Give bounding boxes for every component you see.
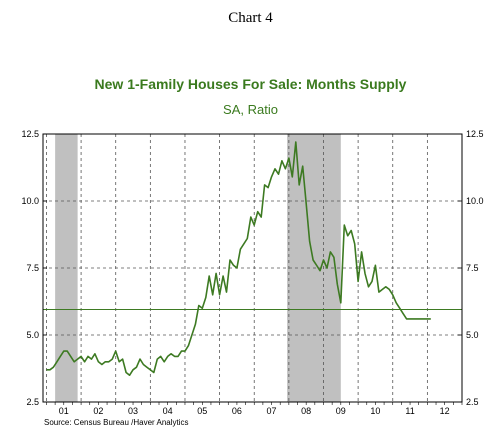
chart-subtitle: SA, Ratio [223,102,278,117]
x-tick-label-01: 01 [59,406,69,416]
y-tick-label-right-7.5: 7.5 [466,263,479,273]
series-line [46,141,431,377]
x-tick-label-04: 04 [163,406,173,416]
x-tick-label-11: 11 [405,406,414,416]
plot-frame [42,133,463,403]
y-tick-label-left-7.5: 7.5 [26,263,39,273]
x-tick-label-03: 03 [128,406,138,416]
x-tick-label-06: 06 [232,406,242,416]
x-tick-label-10: 10 [370,406,380,416]
y-tick-label-right-5.0: 5.0 [466,330,479,340]
y-tick-label-right-12.5: 12.5 [466,129,484,139]
x-tick-label-12: 12 [440,406,450,416]
page-heading: Chart 4 [228,10,273,26]
y-tick-label-left-12.5: 12.5 [21,129,39,139]
x-tick-label-08: 08 [301,406,311,416]
x-tick-label-02: 02 [93,406,103,416]
source-note: Source: Census Bureau /Haver Analytics [44,418,189,427]
x-tick-label-07: 07 [267,406,277,416]
chart-title: New 1-Family Houses For Sale: Months Sup… [94,76,407,92]
y-tick-label-left-2.5: 2.5 [26,397,39,407]
y-tick-label-left-5.0: 5.0 [26,330,39,340]
x-tick-label-05: 05 [197,406,207,416]
y-tick-label-right-2.5: 2.5 [466,397,479,407]
x-tick-label-09: 09 [336,406,346,416]
recession-band-1 [55,134,78,402]
y-tick-label-left-10.0: 10.0 [21,196,39,206]
y-tick-label-right-10.0: 10.0 [466,196,484,206]
